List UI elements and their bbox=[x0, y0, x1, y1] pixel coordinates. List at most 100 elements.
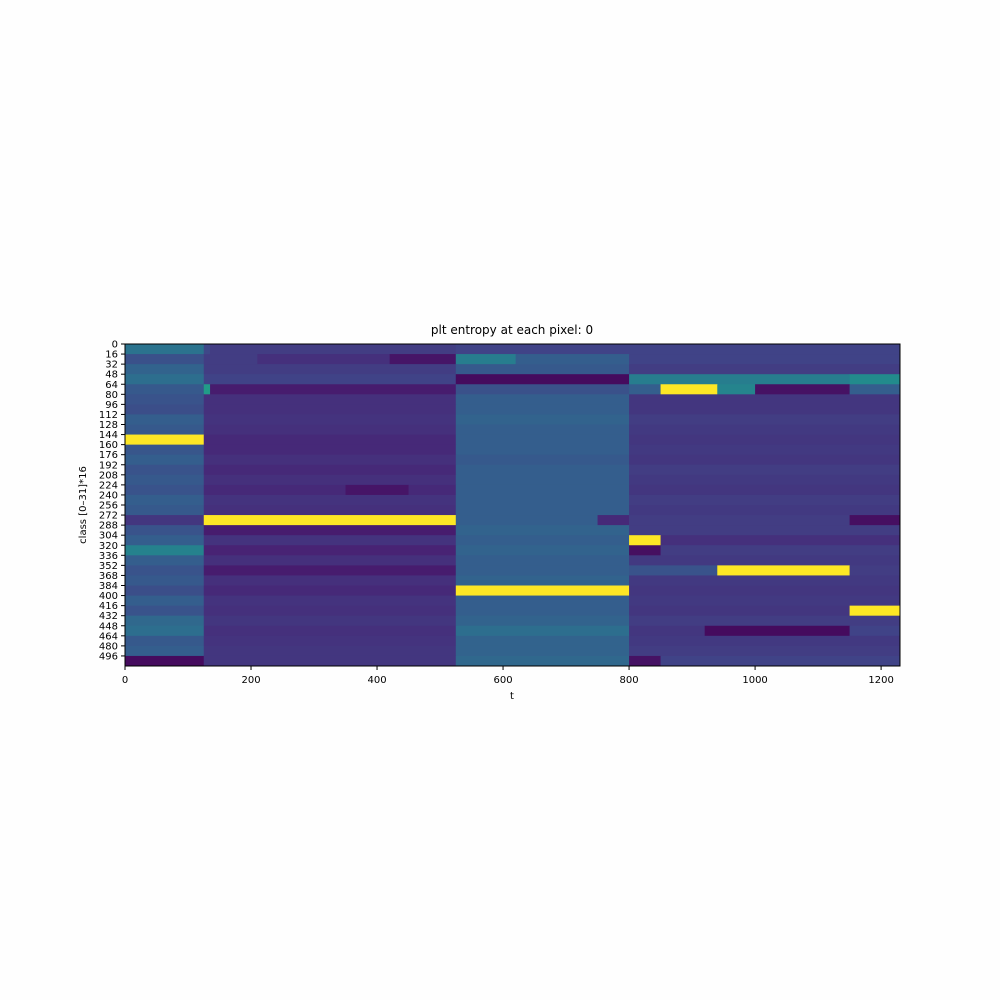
y-tick-label: 128 bbox=[99, 420, 118, 431]
heatmap-cell bbox=[203, 645, 457, 657]
heatmap-cell bbox=[125, 525, 205, 536]
heatmap-cell bbox=[125, 605, 205, 617]
heatmap-cell bbox=[203, 585, 457, 597]
y-tick-label: 32 bbox=[105, 360, 118, 371]
heatmap-cell bbox=[203, 655, 457, 667]
heatmap-cell bbox=[629, 494, 901, 506]
y-tick-label: 112 bbox=[99, 410, 118, 421]
heatmap-cell bbox=[455, 615, 630, 627]
heatmap-cell bbox=[455, 565, 630, 576]
heatmap-cell bbox=[203, 515, 457, 526]
heatmap-cell bbox=[629, 555, 901, 566]
heatmap-cell bbox=[455, 454, 630, 466]
heatmap-cell bbox=[203, 575, 457, 586]
heatmap-cell bbox=[210, 384, 457, 395]
y-tick-label: 384 bbox=[99, 581, 118, 592]
heatmap-cell bbox=[203, 505, 457, 516]
heatmap-cell bbox=[125, 505, 205, 516]
heatmap-cell bbox=[849, 565, 901, 576]
heatmap-cell bbox=[257, 354, 391, 365]
heatmap-cell bbox=[345, 484, 410, 496]
x-axis-label: t bbox=[510, 691, 514, 702]
y-tick-label: 144 bbox=[99, 430, 118, 441]
y-tick-label: 288 bbox=[99, 521, 118, 532]
heatmap-cell bbox=[455, 595, 630, 607]
heatmap-cell bbox=[629, 515, 851, 526]
heatmap-cell bbox=[455, 444, 630, 456]
heatmap-cell bbox=[455, 625, 630, 637]
y-tick-label: 448 bbox=[99, 621, 118, 632]
heatmap-cell bbox=[203, 434, 457, 446]
y-tick-label: 496 bbox=[99, 651, 118, 662]
x-tick-label: 200 bbox=[241, 675, 260, 686]
heatmap-cell bbox=[203, 414, 457, 425]
heatmap-cell bbox=[455, 384, 630, 395]
heatmap-cell bbox=[455, 605, 630, 617]
heatmap-cell bbox=[125, 444, 205, 456]
heatmap-cell bbox=[203, 555, 457, 566]
heatmap-cell bbox=[455, 474, 630, 486]
heatmap-cell bbox=[629, 394, 901, 405]
y-tick-label: 192 bbox=[99, 460, 118, 471]
heatmap-cell bbox=[629, 374, 851, 385]
heatmap-cell bbox=[203, 394, 457, 405]
heatmap-cell bbox=[455, 364, 630, 375]
heatmap-cell bbox=[455, 525, 630, 536]
heatmap-cell bbox=[660, 384, 718, 395]
heatmap-cell bbox=[717, 384, 756, 395]
y-tick-label: 320 bbox=[99, 541, 118, 552]
heatmap-cell bbox=[125, 434, 205, 446]
y-tick-label: 48 bbox=[105, 370, 118, 381]
heatmap-cell bbox=[125, 354, 205, 365]
heatmap-cell bbox=[849, 384, 901, 395]
heatmap-cell bbox=[629, 605, 851, 617]
heatmap-cell bbox=[660, 545, 901, 556]
heatmap-cell bbox=[717, 565, 851, 576]
heatmap-cell bbox=[125, 545, 205, 556]
heatmap-cell bbox=[629, 484, 901, 496]
heatmap-cell bbox=[203, 344, 211, 355]
heatmap-cell bbox=[629, 464, 901, 476]
heatmap-cell bbox=[125, 454, 205, 466]
heatmap-cell bbox=[660, 655, 901, 667]
heatmap-cell bbox=[203, 635, 457, 647]
heatmap-cell bbox=[125, 575, 205, 586]
heatmap-cell bbox=[629, 625, 706, 637]
heatmap-cell bbox=[455, 655, 630, 667]
heatmap-cell bbox=[455, 545, 630, 556]
heatmap-cell bbox=[629, 354, 901, 365]
heatmap-cell bbox=[203, 535, 457, 546]
y-tick-label: 240 bbox=[99, 490, 118, 501]
heatmap-cell bbox=[849, 374, 901, 385]
heatmap-cell bbox=[125, 645, 205, 657]
heatmap-cell bbox=[125, 484, 205, 496]
y-axis: 0163248648096112128144160176192208224240… bbox=[99, 340, 125, 662]
y-tick-label: 272 bbox=[99, 511, 118, 522]
y-tick-label: 416 bbox=[99, 601, 118, 612]
heatmap-cell bbox=[455, 414, 630, 425]
heatmap-cell bbox=[629, 565, 718, 576]
x-tick-label: 800 bbox=[620, 675, 639, 686]
heatmap-cell bbox=[660, 535, 901, 546]
heatmap-cell bbox=[629, 474, 901, 486]
heatmap-cell bbox=[203, 605, 457, 617]
heatmap-cell bbox=[455, 344, 901, 355]
heatmap-cell bbox=[203, 595, 457, 607]
heatmap-cell bbox=[125, 384, 205, 395]
y-tick-label: 80 bbox=[105, 390, 118, 401]
heatmap-cell bbox=[455, 484, 630, 496]
heatmap-cell bbox=[455, 424, 630, 436]
heatmap-cell bbox=[203, 354, 258, 365]
heatmap-cell bbox=[203, 424, 457, 436]
heatmap-cell bbox=[203, 525, 457, 536]
heatmap-cell bbox=[849, 515, 901, 526]
heatmap-cell bbox=[203, 444, 457, 456]
heatmap-cell bbox=[629, 525, 901, 536]
heatmap-cell bbox=[455, 635, 630, 647]
heatmap-cell bbox=[125, 414, 205, 425]
heatmap-cell bbox=[455, 434, 630, 446]
heatmap-cell bbox=[455, 555, 630, 566]
heatmap-cell bbox=[125, 464, 205, 476]
heatmap-cell bbox=[629, 635, 901, 647]
